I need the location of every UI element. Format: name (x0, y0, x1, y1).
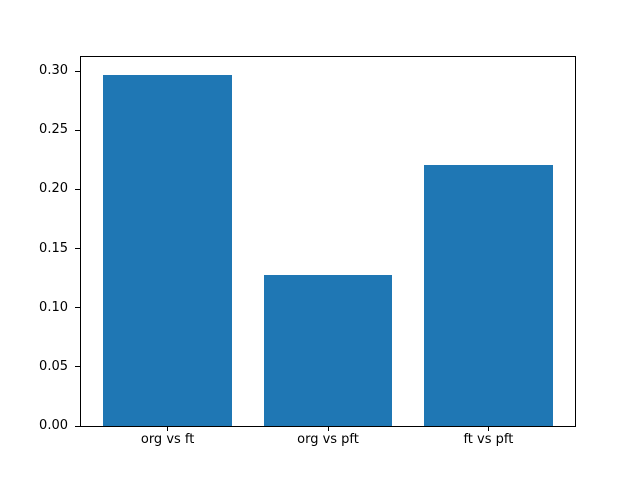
y-tick-label: 0.00 (39, 418, 68, 433)
x-tick-mark (167, 426, 169, 431)
y-tick-mark (75, 248, 80, 250)
y-tick-mark (75, 366, 80, 368)
y-tick-label: 0.05 (39, 358, 68, 374)
x-tick-label: org vs pft (297, 432, 359, 447)
bar-org-vs-pft (263, 274, 393, 426)
x-tick-mark (487, 426, 489, 431)
y-tick-label: 0.10 (39, 299, 68, 315)
y-tick-label: 0.25 (39, 122, 68, 138)
x-tick-label: ft vs pft (463, 432, 514, 447)
x-tick-mark (327, 426, 329, 431)
y-tick-mark (75, 70, 80, 72)
bar-org-vs-ft (103, 74, 232, 426)
y-tick-label: 0.30 (39, 63, 68, 79)
bar-ft-vs-pft (424, 164, 553, 426)
y-tick-mark (75, 425, 80, 427)
y-tick-mark (75, 307, 80, 309)
y-tick-mark (75, 188, 80, 190)
y-tick-label: 0.20 (39, 181, 68, 197)
y-tick-mark (75, 129, 80, 131)
y-tick-label: 0.15 (39, 240, 68, 256)
x-tick-label: org vs ft (140, 432, 195, 447)
plot-area (80, 56, 576, 427)
